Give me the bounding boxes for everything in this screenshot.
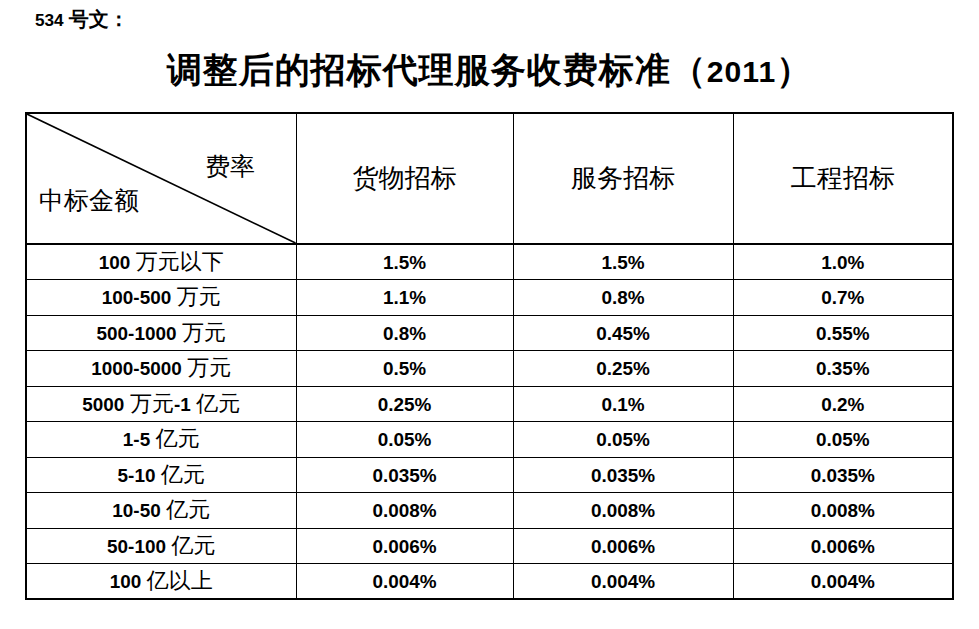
rate-cell: 0.004% xyxy=(733,564,953,600)
rate-cell: 0.45% xyxy=(513,315,733,351)
table-row: 1000-5000 万元 0.5% 0.25% 0.35% xyxy=(26,351,953,387)
column-header-service: 服务招标 xyxy=(513,113,733,244)
page-title: 调整后的招标代理服务收费标准（2011） xyxy=(0,47,979,94)
corner-label-rate: 费率 xyxy=(205,150,255,183)
rate-cell: 0.006% xyxy=(513,528,733,564)
corner-header-cell: 费率 中标金额 xyxy=(26,113,296,244)
rate-cell: 0.8% xyxy=(296,315,513,351)
rate-cell: 0.2% xyxy=(733,386,953,422)
rate-cell: 0.05% xyxy=(296,422,513,458)
rate-cell: 0.05% xyxy=(513,422,733,458)
table-row: 100 亿以上 0.004% 0.004% 0.004% xyxy=(26,564,953,600)
row-label-cell: 100 亿以上 xyxy=(26,564,296,600)
rate-cell: 0.008% xyxy=(513,493,733,529)
header-row: 费率 中标金额 货物招标 服务招标 工程招标 xyxy=(26,113,953,244)
table-row: 100-500 万元 1.1% 0.8% 0.7% xyxy=(26,280,953,316)
doc-reference: 534 号文： xyxy=(35,6,129,33)
diagonal-divider-line xyxy=(27,114,296,243)
rate-cell: 1.0% xyxy=(733,244,953,280)
column-header-goods: 货物招标 xyxy=(296,113,513,244)
rate-cell: 0.05% xyxy=(733,422,953,458)
corner-label-amount: 中标金额 xyxy=(39,184,139,217)
row-label-cell: 1-5 亿元 xyxy=(26,422,296,458)
row-label-cell: 100-500 万元 xyxy=(26,280,296,316)
rate-cell: 0.008% xyxy=(733,493,953,529)
row-label-cell: 500-1000 万元 xyxy=(26,315,296,351)
table-row: 500-1000 万元 0.8% 0.45% 0.55% xyxy=(26,315,953,351)
rate-cell: 0.5% xyxy=(296,351,513,387)
table-row: 10-50 亿元 0.008% 0.008% 0.008% xyxy=(26,493,953,529)
row-label-cell: 10-50 亿元 xyxy=(26,493,296,529)
row-label-cell: 50-100 亿元 xyxy=(26,528,296,564)
rate-cell: 0.7% xyxy=(733,280,953,316)
fee-standard-table: 费率 中标金额 货物招标 服务招标 工程招标 100 万元以下 1.5% 1.5… xyxy=(25,112,954,600)
rate-cell: 1.1% xyxy=(296,280,513,316)
rate-cell: 0.1% xyxy=(513,386,733,422)
rate-cell: 0.25% xyxy=(513,351,733,387)
table-row: 1-5 亿元 0.05% 0.05% 0.05% xyxy=(26,422,953,458)
rate-cell: 1.5% xyxy=(513,244,733,280)
rate-cell: 0.035% xyxy=(513,457,733,493)
table-row: 5000 万元-1 亿元 0.25% 0.1% 0.2% xyxy=(26,386,953,422)
rate-cell: 0.008% xyxy=(296,493,513,529)
column-header-works: 工程招标 xyxy=(733,113,953,244)
rate-cell: 0.035% xyxy=(296,457,513,493)
rate-cell: 0.004% xyxy=(513,564,733,600)
table-row: 5-10 亿元 0.035% 0.035% 0.035% xyxy=(26,457,953,493)
rate-cell: 0.8% xyxy=(513,280,733,316)
rate-cell: 0.004% xyxy=(296,564,513,600)
row-label-cell: 100 万元以下 xyxy=(26,244,296,280)
rate-cell: 0.006% xyxy=(733,528,953,564)
rate-cell: 1.5% xyxy=(296,244,513,280)
row-label-cell: 5000 万元-1 亿元 xyxy=(26,386,296,422)
rate-cell: 0.006% xyxy=(296,528,513,564)
row-label-cell: 5-10 亿元 xyxy=(26,457,296,493)
rate-cell: 0.035% xyxy=(733,457,953,493)
rate-cell: 0.35% xyxy=(733,351,953,387)
table-row: 50-100 亿元 0.006% 0.006% 0.006% xyxy=(26,528,953,564)
rate-cell: 0.55% xyxy=(733,315,953,351)
row-label-cell: 1000-5000 万元 xyxy=(26,351,296,387)
rate-cell: 0.25% xyxy=(296,386,513,422)
table-row: 100 万元以下 1.5% 1.5% 1.0% xyxy=(26,244,953,280)
